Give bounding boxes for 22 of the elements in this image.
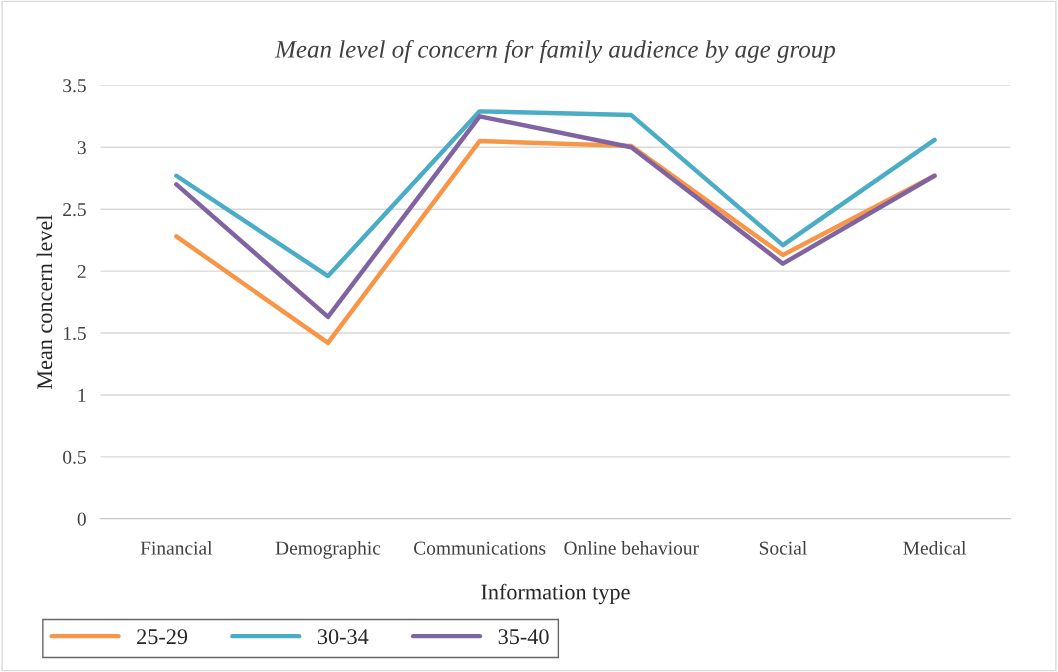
x-tick-label: Demographic [275, 541, 381, 559]
line-series [174, 114, 937, 320]
y-tick-label: 3 [77, 141, 86, 155]
legend-label: 35-40 [498, 629, 549, 645]
legend-label: 25-29 [137, 629, 188, 645]
y-tick-label: 2.5 [63, 203, 86, 217]
y-tick-label: 3.5 [63, 79, 86, 93]
x-tick-label: Financial [140, 541, 213, 555]
y-axis-title: Mean concern level [36, 214, 53, 390]
chart-title: Mean level of concern for family audience by age group [274, 39, 836, 63]
x-tick-label: Social [759, 541, 807, 555]
x-tick-label: Medical [903, 541, 967, 555]
y-tick-label: 2 [77, 264, 86, 278]
y-tick-label: 0.5 [63, 450, 86, 464]
x-axis-title: Information type [481, 583, 630, 605]
y-tick-label: 1 [78, 388, 86, 402]
y-tick-label: 1.5 [64, 326, 86, 341]
y-tick-label: 0 [77, 512, 86, 526]
x-tick-label: Online behaviour [564, 541, 699, 555]
x-tick-label: Communications [413, 541, 546, 555]
legend-label: 30-34 [317, 629, 369, 645]
line-series [174, 109, 937, 279]
